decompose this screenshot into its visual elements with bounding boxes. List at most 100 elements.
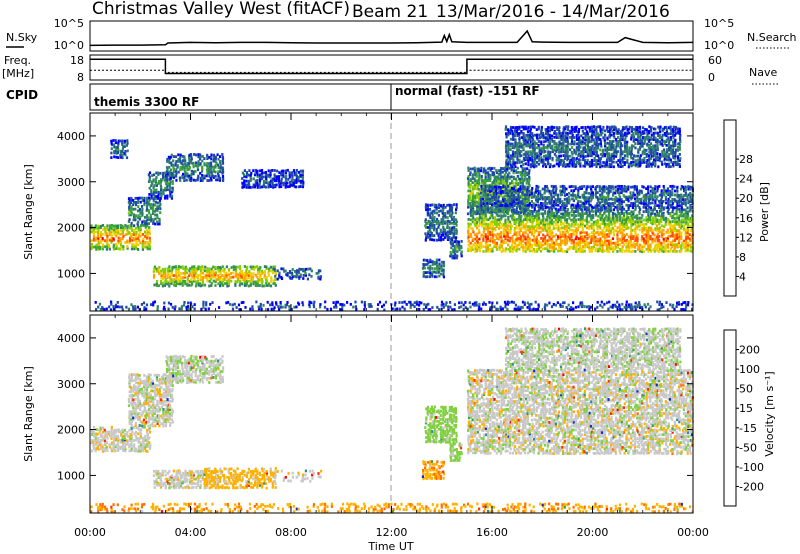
- data-cell: [555, 142, 558, 145]
- data-cell: [501, 190, 504, 193]
- data-cell: [288, 275, 291, 279]
- data-cell: [431, 221, 434, 225]
- data-cell: [571, 222, 574, 226]
- data-cell: [647, 243, 650, 247]
- data-cell: [605, 214, 608, 218]
- data-cell: [269, 181, 272, 184]
- data-cell: [95, 243, 98, 247]
- data-cell: [568, 235, 571, 239]
- data-cell: [106, 224, 109, 228]
- data-cell: [452, 222, 455, 226]
- data-cell: [643, 233, 646, 236]
- data-cell: [572, 212, 576, 216]
- data-cell: [594, 189, 597, 193]
- data-cell: [212, 165, 215, 169]
- data-cell: [506, 179, 509, 183]
- data-cell: [230, 272, 233, 275]
- data-cell: [539, 206, 542, 209]
- data-cell: [627, 235, 630, 239]
- data-cell: [513, 232, 516, 236]
- data-cell: [467, 166, 470, 170]
- data-cell: [442, 227, 445, 231]
- data-cell: [141, 213, 144, 217]
- data-cell: [524, 150, 527, 154]
- data-cell: [124, 153, 127, 157]
- data-cell: [519, 211, 523, 215]
- data-cell: [562, 202, 565, 205]
- data-cell: [671, 204, 674, 208]
- data-cell: [579, 237, 582, 241]
- data-cell: [273, 175, 276, 178]
- data-cell: [188, 157, 191, 161]
- data-cell: [622, 194, 625, 197]
- data-cell: [516, 128, 519, 131]
- data-cell: [143, 203, 146, 207]
- data-cell: [555, 199, 558, 203]
- data-cell: [540, 131, 543, 135]
- data-cell: [620, 191, 623, 194]
- data-cell: [476, 191, 479, 195]
- data-cell: [678, 218, 681, 222]
- data-cell: [169, 180, 172, 184]
- data-cell: [177, 269, 180, 273]
- data-cell: [562, 154, 565, 157]
- data-cell: [248, 183, 251, 187]
- data-cell: [606, 226, 609, 230]
- data-cell: [579, 200, 582, 204]
- data-cell: [564, 140, 567, 143]
- data-cell: [128, 231, 131, 234]
- data-cell: [555, 214, 558, 218]
- data-cell: [293, 179, 296, 182]
- data-cell: [108, 247, 111, 251]
- data-cell: [141, 212, 144, 215]
- data-cell: [495, 235, 498, 238]
- data-cell: [610, 220, 613, 224]
- data-cell: [686, 197, 689, 201]
- data-cell: [585, 206, 588, 209]
- data-cell: [542, 161, 545, 164]
- data-cell: [278, 271, 281, 275]
- data-cell: [544, 154, 547, 158]
- data-cell: [587, 206, 590, 210]
- data-cell: [536, 235, 539, 239]
- data-cell: [508, 184, 511, 187]
- data-cell: [540, 202, 543, 205]
- data-cell: [525, 208, 528, 212]
- data-cell: [667, 249, 670, 253]
- data-cell: [566, 131, 569, 135]
- data-cell: [165, 176, 168, 180]
- data-cell: [247, 186, 251, 189]
- data-cell: [478, 237, 481, 241]
- data-cell: [166, 172, 169, 176]
- data-cell: [278, 183, 281, 187]
- data-cell: [297, 179, 300, 183]
- data-cell: [170, 269, 174, 273]
- data-cell: [667, 221, 670, 224]
- data-cell: [152, 192, 155, 196]
- data-cell: [181, 159, 185, 162]
- data-cell: [531, 187, 534, 190]
- data-cell: [549, 233, 552, 236]
- data-cell: [510, 164, 513, 168]
- data-cell: [682, 239, 685, 243]
- data-cell: [298, 171, 301, 174]
- data-cell: [132, 233, 135, 236]
- data-cell: [568, 216, 571, 220]
- data-cell: [566, 239, 569, 243]
- data-cell: [558, 156, 561, 160]
- data-cell: [523, 177, 526, 181]
- data-cell: [203, 283, 207, 287]
- data-cell: [489, 237, 492, 240]
- data-cell: [524, 214, 527, 218]
- data-cell: [169, 177, 172, 180]
- data-cell: [568, 247, 571, 251]
- data-cell: [297, 177, 300, 181]
- data-cell: [517, 216, 520, 220]
- data-cell: [426, 262, 429, 266]
- data-cell: [454, 248, 457, 252]
- data-cell: [121, 230, 124, 234]
- data-cell: [680, 237, 683, 240]
- data-cell: [554, 202, 557, 206]
- data-cell: [547, 129, 550, 133]
- data-cell: [533, 239, 536, 243]
